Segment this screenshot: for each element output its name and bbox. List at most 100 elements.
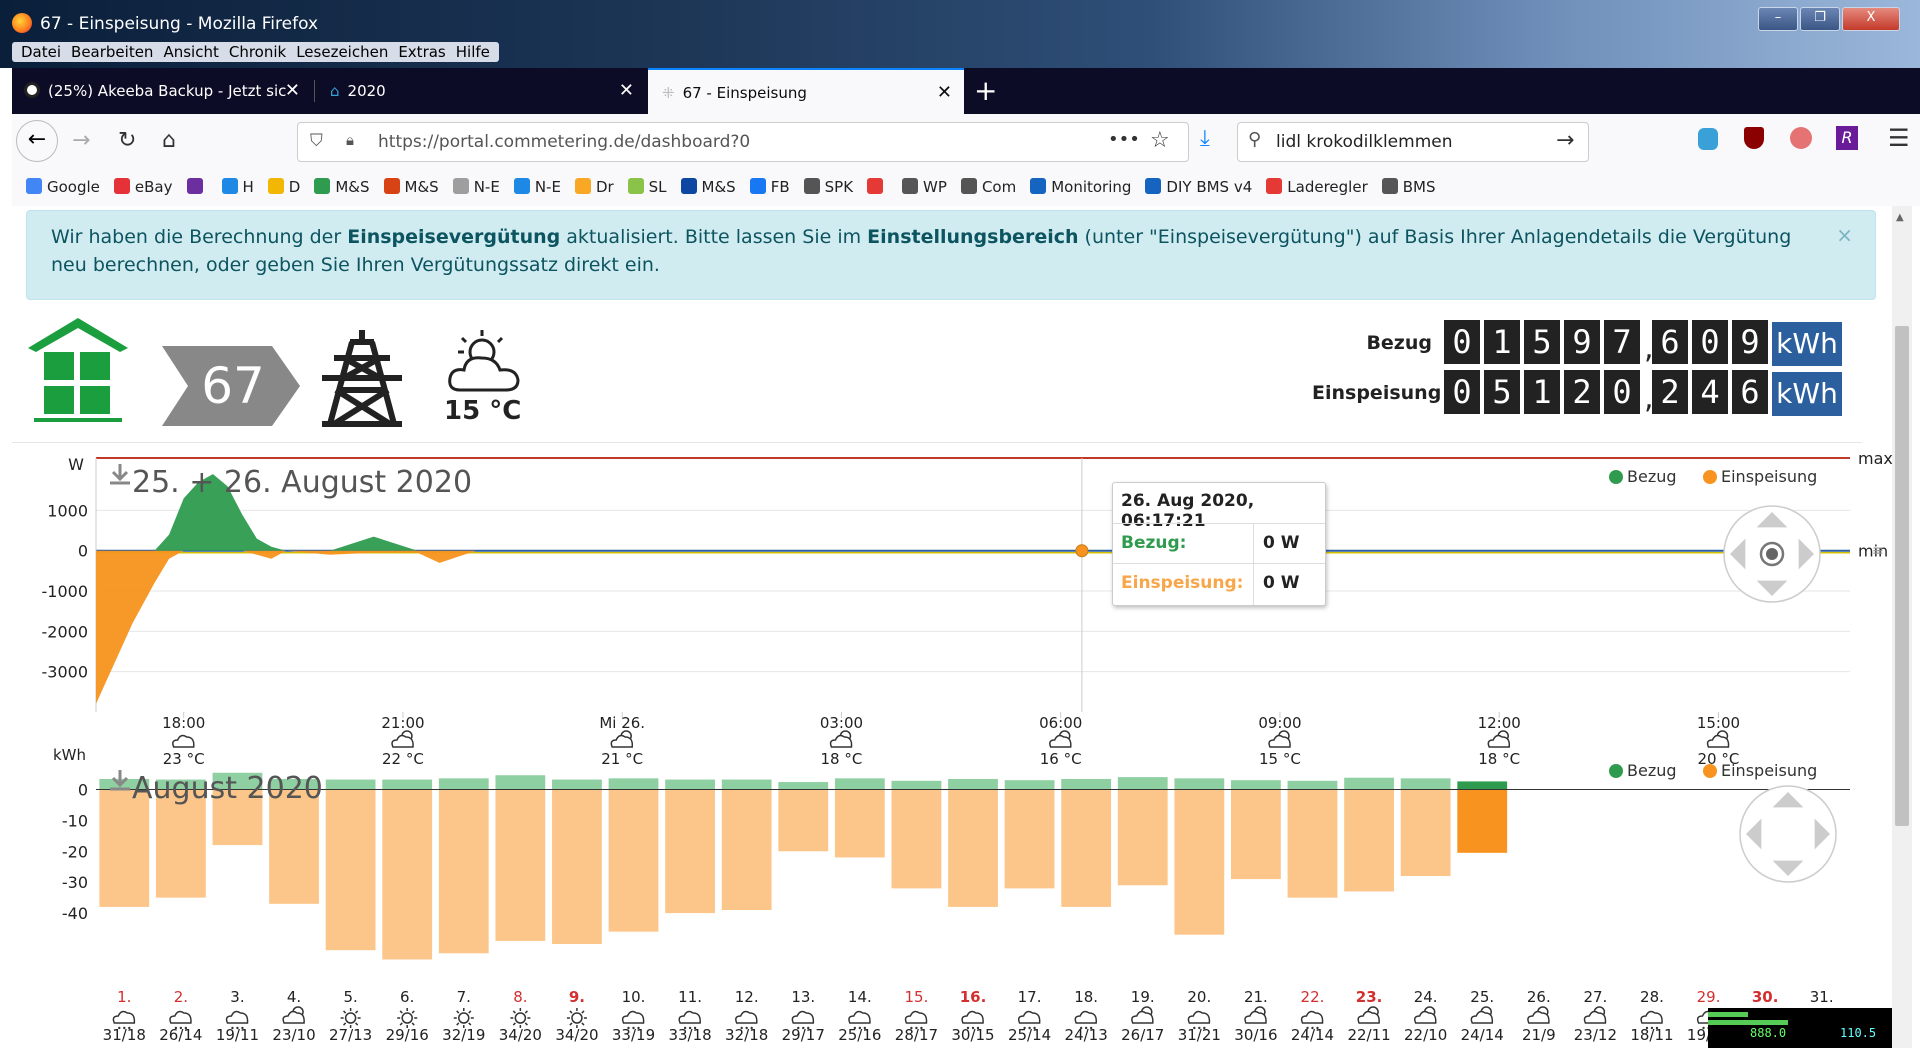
meter-digit: 0 <box>1604 370 1640 414</box>
menu-chronik[interactable]: Chronik <box>228 43 287 61</box>
bookmark-star-icon[interactable]: ☆ <box>1150 128 1170 153</box>
extension-r-icon[interactable]: R <box>1836 126 1858 150</box>
bezug-bar <box>99 778 150 790</box>
bookmark-item[interactable]: BMS <box>1381 168 1436 206</box>
rain-drop <box>802 1026 805 1030</box>
bookmark-favicon-icon <box>749 178 766 194</box>
bookmark-item[interactable]: N-E <box>452 168 500 206</box>
day-temperature: 18/11 <box>1630 1026 1673 1044</box>
scrollbar-thumb[interactable] <box>1895 326 1909 826</box>
cloud-shape <box>961 1010 984 1024</box>
sun-ray <box>355 1022 359 1026</box>
tab-akeeba[interactable]: (25%) Akeeba Backup - Jetzt sic ✕ <box>12 68 312 114</box>
bookmark-item[interactable]: FB <box>749 168 790 206</box>
tab-einspeisung[interactable]: ⁜ 67 - Einspeisung ✕ <box>648 68 964 114</box>
bookmark-item[interactable]: M&S <box>680 168 736 206</box>
bookmark-item[interactable]: WP <box>902 168 947 206</box>
bookmark-item[interactable]: N-E <box>513 168 561 206</box>
partly-cloudy-icon <box>1583 1006 1607 1024</box>
forward-button[interactable]: → <box>72 128 91 153</box>
bookmark-item[interactable]: H <box>221 168 254 206</box>
cloud-shape <box>172 734 195 748</box>
bookmark-item[interactable]: Monitoring <box>1030 168 1131 206</box>
url-text[interactable]: https://portal.commetering.de/dashboard?… <box>378 132 751 152</box>
day-temperature: 30/16 <box>1234 1026 1277 1044</box>
rain-cloud-icon <box>172 734 195 748</box>
bookmark-item[interactable]: SL <box>627 168 667 206</box>
tab-2020[interactable]: ⌂ 2020 ✕ <box>316 68 646 114</box>
back-button[interactable]: ← <box>16 120 58 162</box>
sun-ray <box>569 1022 573 1026</box>
house-icon <box>28 318 128 422</box>
partly-cloudy-icon <box>391 730 414 748</box>
day-label: 23. <box>1356 988 1383 1006</box>
bookmark-label: Monitoring <box>1051 178 1132 196</box>
search-bar[interactable]: ⚲ lidl krokodilklemmen → <box>1237 122 1589 162</box>
bookmark-item[interactable]: M&S <box>383 168 439 206</box>
tab-close-icon[interactable]: ✕ <box>618 80 634 101</box>
bookmark-item[interactable] <box>186 168 208 206</box>
day-label: 13. <box>791 988 815 1006</box>
url-bar[interactable]: ⛉ 🔒︎ https://portal.commetering.de/dashb… <box>297 122 1189 162</box>
alert-close-button[interactable]: × <box>1836 223 1853 247</box>
sun-ray <box>411 1010 415 1014</box>
bookmark-favicon-icon <box>314 178 331 194</box>
new-tab-button[interactable]: + <box>974 74 998 107</box>
alert-text: aktualisiert. Bitte lassen Sie im <box>560 226 868 248</box>
bookmark-favicon-icon <box>960 178 977 194</box>
menu-datei[interactable]: Datei <box>21 43 62 61</box>
page-actions-icon[interactable]: ••• <box>1108 129 1140 150</box>
cloud-shape <box>848 1010 871 1024</box>
bookmark-item[interactable]: D <box>267 168 300 206</box>
sunny-icon <box>510 1008 531 1028</box>
home-button[interactable]: ⌂ <box>162 128 176 153</box>
menu-extras[interactable]: Extras <box>398 43 446 61</box>
ublock-icon[interactable] <box>1744 127 1764 149</box>
extension-ghost-icon[interactable] <box>1698 128 1718 150</box>
menu-hilfe[interactable]: Hilfe <box>455 43 490 61</box>
reload-button[interactable]: ↻ <box>118 128 137 153</box>
bookmark-favicon-icon <box>26 178 42 194</box>
bookmark-item[interactable]: Dr <box>574 168 614 206</box>
cloud-shape <box>1244 1010 1267 1024</box>
tab-close-icon[interactable]: ✕ <box>284 80 300 101</box>
day-label: 7. <box>457 988 471 1006</box>
extension-shield-icon[interactable] <box>1790 127 1812 149</box>
bookmark-item[interactable]: Laderegler <box>1266 168 1368 206</box>
menu-lesezeichen[interactable]: Lesezeichen <box>296 43 389 61</box>
power-chart[interactable]: W 1000 0 -1000 -2000 -3000 max min 18:00 23 °C 21:… <box>12 450 1893 770</box>
tab-close-icon[interactable]: ✕ <box>936 82 952 103</box>
download-icon[interactable] <box>110 464 130 485</box>
bookmark-item[interactable]: Google <box>26 168 100 206</box>
chart-navigation-control[interactable] <box>1723 505 1821 603</box>
bookmark-item[interactable]: SPK <box>803 168 853 206</box>
search-input[interactable]: lidl krokodilklemmen <box>1276 132 1453 152</box>
bookmark-item[interactable]: eBay <box>113 168 173 206</box>
minimize-button[interactable]: – <box>1758 7 1798 31</box>
bookmark-item[interactable]: Com <box>960 168 1016 206</box>
bookmark-item[interactable] <box>867 168 888 206</box>
meter-digit: 5 <box>1484 370 1520 414</box>
download-icon[interactable]: ⤓ <box>1200 126 1210 151</box>
search-go-icon[interactable]: → <box>1556 128 1575 153</box>
bookmark-item[interactable]: M&S <box>314 168 370 206</box>
bezug-label: Bezug <box>1366 332 1432 354</box>
einspeisung-bar <box>1231 789 1281 880</box>
maximize-button[interactable]: ❐ <box>1800 7 1840 31</box>
plant-number: 67 <box>201 357 265 415</box>
menu-ansicht[interactable]: Ansicht <box>163 43 219 61</box>
day-temperature: 22/11 <box>1347 1026 1390 1044</box>
hamburger-menu-icon[interactable]: ☰ <box>1888 124 1910 152</box>
bookmark-label: DIY BMS v4 <box>1166 178 1253 196</box>
partly-cloudy-icon <box>610 730 634 748</box>
scrollbar[interactable]: ▲ <box>1892 206 1912 1048</box>
close-window-button[interactable]: X <box>1842 7 1900 31</box>
bookmark-label: eBay <box>134 178 173 196</box>
menu-bearbeiten[interactable]: Bearbeiten <box>71 43 154 61</box>
rain-drop <box>1028 1026 1031 1030</box>
download-icon[interactable] <box>110 770 130 791</box>
bookmark-item[interactable]: DIY BMS v4 <box>1145 168 1252 206</box>
cloud-shape <box>1470 1010 1494 1024</box>
energy-month-chart[interactable]: kWh 0 -10 -20 -30 -40 1. 31/18 2. 26/14 3. 19/11 4. 2… <box>12 744 1892 1048</box>
chart-navigation-control[interactable] <box>1739 785 1837 883</box>
